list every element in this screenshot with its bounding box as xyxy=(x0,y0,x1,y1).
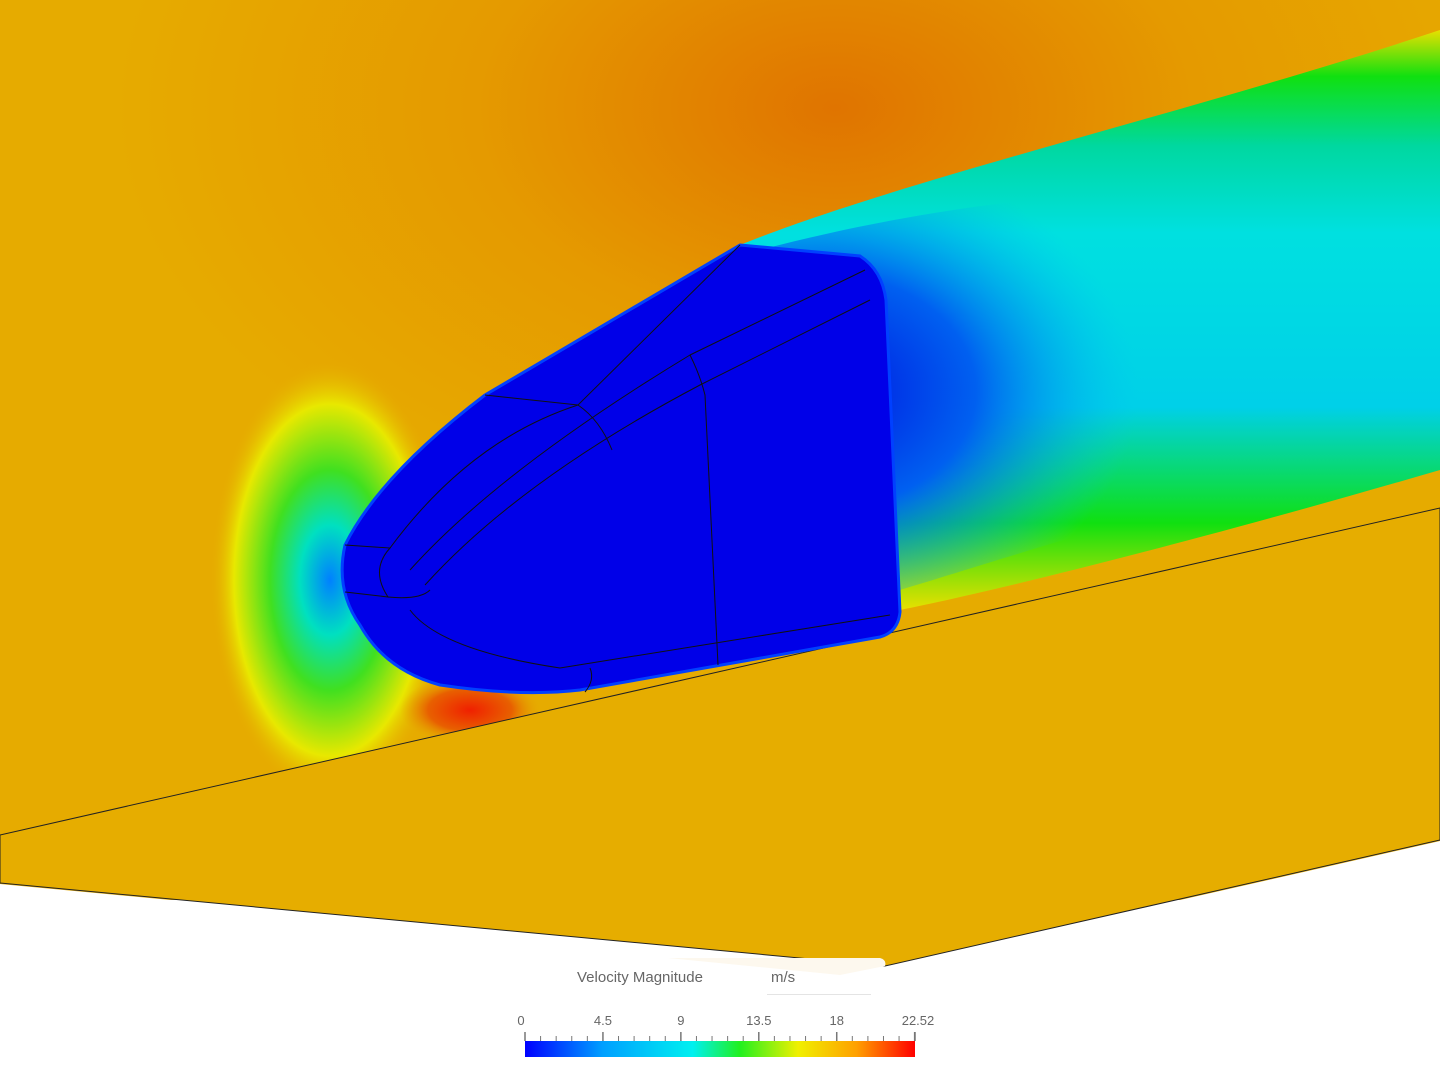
tick-label: 18 xyxy=(829,1013,844,1028)
legend-title: Velocity Magnitude xyxy=(577,969,703,986)
tick-label: 9 xyxy=(677,1013,685,1028)
colorbar xyxy=(525,1041,915,1057)
vehicle-body xyxy=(340,243,902,695)
colorbar-ticks xyxy=(524,1032,916,1041)
tick-label: 0 xyxy=(517,1013,525,1028)
tick-label: 13.5 xyxy=(746,1013,772,1028)
stagnation-region xyxy=(210,360,450,800)
tick-label: 22.52 xyxy=(901,1013,935,1028)
body-edges xyxy=(344,244,891,693)
legend-backdrop xyxy=(668,958,886,975)
ground-plane xyxy=(0,507,1440,967)
unit-divider xyxy=(767,994,871,995)
tick-label: 4.5 xyxy=(593,1013,612,1028)
legend-unit: m/s xyxy=(771,969,796,986)
